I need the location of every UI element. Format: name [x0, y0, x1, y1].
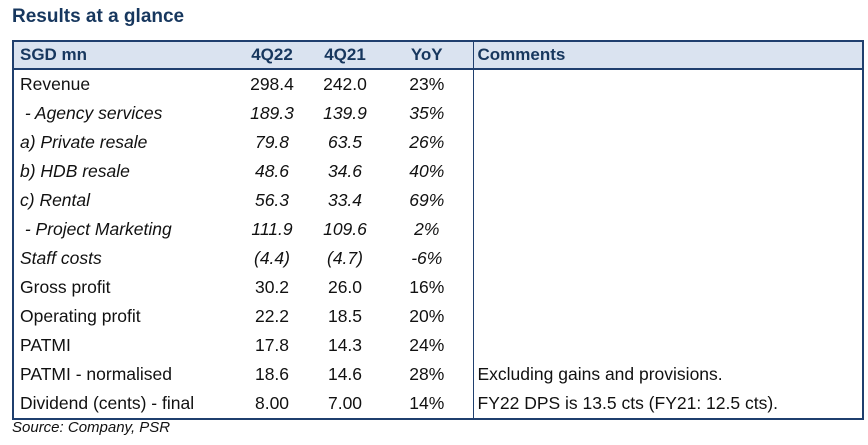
row-comment — [473, 244, 864, 273]
value-4q22: 22.2 — [254, 306, 290, 326]
value-4q21: 18.5 — [327, 306, 363, 326]
value-yoy: 2% — [381, 215, 474, 244]
table-row: Gross profit 30.2 26.0 16% — [12, 273, 864, 302]
row-comment — [473, 69, 864, 99]
value-4q22: 18.6 — [254, 364, 290, 384]
row-label: Revenue — [12, 69, 235, 99]
row-comment: Excluding gains and provisions. — [473, 360, 864, 389]
header-yoy: YoY — [381, 40, 474, 70]
value-4q22: 30.2 — [254, 277, 290, 297]
table-row: a) Private resale 79.8 63.5 26% — [12, 128, 864, 157]
row-label: a) Private resale — [12, 128, 235, 157]
value-4q22: 17.8 — [254, 335, 290, 355]
header-sgd-mn: SGD mn — [12, 40, 235, 70]
table-row: Dividend (cents) - final 8.00 7.00 14% FY22 … — [12, 389, 864, 420]
value-4q22: 298.4 — [250, 74, 294, 94]
row-comment — [473, 128, 864, 157]
row-label: - Agency services — [12, 99, 235, 128]
value-4q21: 139.9 — [323, 103, 367, 123]
header-row: SGD mn 4Q22 4Q21 YoY Comments — [12, 40, 864, 70]
row-label: c) Rental — [12, 186, 235, 215]
table-body: Revenue 298.4 242.0 23% - Agency services 18… — [12, 69, 864, 420]
table-row: PATMI - normalised 18.6 14.6 28% Excluding g… — [12, 360, 864, 389]
value-yoy: 40% — [381, 157, 474, 186]
value-yoy: -6% — [381, 244, 474, 273]
value-4q21: 14.6 — [327, 364, 363, 384]
value-4q21: 26.0 — [327, 277, 363, 297]
row-comment — [473, 186, 864, 215]
value-4q21: 242.0 — [323, 74, 367, 94]
value-yoy: 69% — [381, 186, 474, 215]
value-yoy: 35% — [381, 99, 474, 128]
value-yoy: 14% — [381, 389, 474, 420]
value-yoy: 26% — [381, 128, 474, 157]
value-4q21: 33.4 — [327, 190, 363, 210]
row-comment — [473, 302, 864, 331]
row-label: PATMI - normalised — [12, 360, 235, 389]
table-row: - Agency services 189.3 139.9 35% — [12, 99, 864, 128]
table-row: Revenue 298.4 242.0 23% — [12, 69, 864, 99]
value-4q21: (4.7) — [327, 248, 363, 268]
value-yoy: 23% — [381, 69, 474, 99]
header-4q21: 4Q21 — [309, 40, 381, 70]
row-label: Gross profit — [12, 273, 235, 302]
row-comment: FY22 DPS is 13.5 cts (FY21: 12.5 cts). — [473, 389, 864, 420]
table-title: Results at a glance — [12, 6, 185, 27]
value-yoy: 28% — [381, 360, 474, 389]
value-yoy: 16% — [381, 273, 474, 302]
header-comments: Comments — [473, 40, 864, 70]
row-label: Operating profit — [12, 302, 235, 331]
row-label: b) HDB resale — [12, 157, 235, 186]
value-4q21: 109.6 — [323, 219, 367, 239]
table-row: Operating profit 22.2 18.5 20% — [12, 302, 864, 331]
value-4q22: 48.6 — [254, 161, 290, 181]
value-4q22: 79.8 — [254, 132, 290, 152]
table-row: c) Rental 56.3 33.4 69% — [12, 186, 864, 215]
row-comment — [473, 331, 864, 360]
value-4q22: (4.4) — [254, 248, 290, 268]
row-label: Dividend (cents) - final — [12, 389, 235, 420]
header-4q22: 4Q22 — [235, 40, 309, 70]
value-4q22: 111.9 — [251, 219, 293, 239]
source-note: Source: Company, PSR — [12, 419, 171, 436]
table-row: PATMI 17.8 14.3 24% — [12, 331, 864, 360]
value-yoy: 24% — [381, 331, 474, 360]
row-comment — [473, 99, 864, 128]
value-4q21: 34.6 — [327, 161, 363, 181]
table-header: SGD mn 4Q22 4Q21 YoY Comments — [12, 40, 864, 70]
value-4q22: 189.3 — [250, 103, 294, 123]
value-yoy: 20% — [381, 302, 474, 331]
value-4q22: 8.00 — [235, 389, 309, 420]
row-comment — [473, 215, 864, 244]
row-comment — [473, 273, 864, 302]
value-4q22: 56.3 — [254, 190, 290, 210]
value-4q21: 63.5 — [327, 132, 363, 152]
value-4q21: 14.3 — [327, 335, 363, 355]
row-label: PATMI — [12, 331, 235, 360]
value-4q21: 7.00 — [309, 389, 381, 420]
row-label: Staff costs — [12, 244, 235, 273]
table-row: Staff costs (4.4) (4.7) -6% — [12, 244, 864, 273]
row-label: - Project Marketing — [12, 215, 235, 244]
table-row: - Project Marketing 111.9 109.6 2% — [12, 215, 864, 244]
row-comment — [473, 157, 864, 186]
table-row: b) HDB resale 48.6 34.6 40% — [12, 157, 864, 186]
results-table: SGD mn 4Q22 4Q21 YoY Comments Revenue 298… — [12, 40, 864, 420]
